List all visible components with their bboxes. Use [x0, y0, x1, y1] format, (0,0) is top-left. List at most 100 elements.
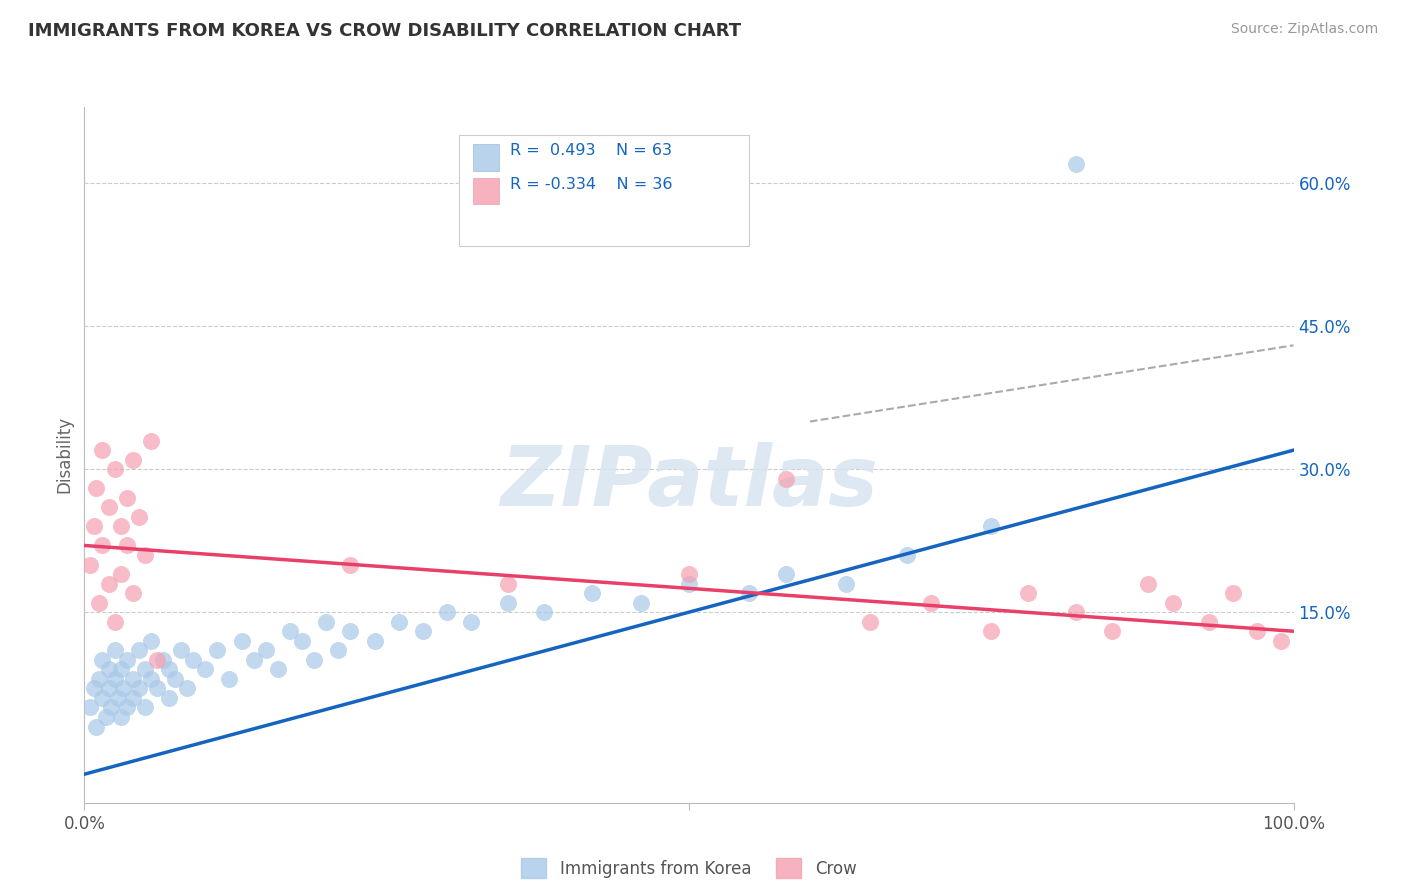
Point — [87, 672, 110, 686]
Point — [254, 643, 277, 657]
Point — [110, 662, 132, 676]
Point — [1017, 586, 1039, 600]
Point — [328, 643, 350, 657]
Text: R =  0.493    N = 63: R = 0.493 N = 63 — [510, 143, 672, 158]
Point — [1222, 586, 1244, 600]
Point — [388, 615, 411, 629]
Point — [315, 615, 337, 629]
Point — [79, 700, 101, 714]
Point — [207, 643, 229, 657]
Point — [157, 662, 180, 676]
Point — [859, 615, 882, 629]
Point — [157, 690, 180, 705]
Point — [110, 567, 132, 582]
Point — [1064, 157, 1087, 171]
Point — [980, 519, 1002, 533]
Point — [181, 653, 204, 667]
Point — [1161, 596, 1184, 610]
Point — [97, 576, 120, 591]
Point — [678, 576, 700, 591]
Point — [134, 662, 156, 676]
Point — [104, 615, 127, 629]
Point — [980, 624, 1002, 639]
Point — [278, 624, 301, 639]
Point — [115, 491, 138, 505]
Point — [104, 672, 127, 686]
Text: ZIPatlas: ZIPatlas — [501, 442, 877, 524]
Point — [97, 681, 120, 696]
Point — [533, 605, 555, 619]
Point — [291, 633, 314, 648]
Point — [412, 624, 434, 639]
Point — [1064, 605, 1087, 619]
Point — [100, 700, 122, 714]
Point — [835, 576, 858, 591]
Point — [79, 558, 101, 572]
Point — [1101, 624, 1123, 639]
Point — [267, 662, 290, 676]
Point — [231, 633, 253, 648]
Point — [112, 681, 135, 696]
Point — [107, 690, 129, 705]
Point — [87, 596, 110, 610]
Point — [134, 548, 156, 562]
Point — [176, 681, 198, 696]
Point — [170, 643, 193, 657]
Point — [121, 690, 143, 705]
Point — [165, 672, 187, 686]
Point — [146, 681, 169, 696]
Point — [339, 624, 361, 639]
Point — [146, 653, 169, 667]
Text: IMMIGRANTS FROM KOREA VS CROW DISABILITY CORRELATION CHART: IMMIGRANTS FROM KOREA VS CROW DISABILITY… — [28, 22, 741, 40]
Point — [194, 662, 217, 676]
Point — [218, 672, 240, 686]
Point — [110, 710, 132, 724]
Point — [91, 539, 114, 553]
Point — [139, 434, 162, 448]
Point — [128, 681, 150, 696]
Point — [86, 481, 108, 495]
Point — [139, 633, 162, 648]
Point — [91, 653, 114, 667]
Point — [97, 662, 120, 676]
Point — [121, 452, 143, 467]
Point — [775, 567, 797, 582]
Point — [115, 700, 138, 714]
Point — [86, 720, 108, 734]
Point — [94, 710, 117, 724]
Point — [496, 596, 519, 610]
Point — [97, 500, 120, 515]
Point — [775, 472, 797, 486]
Text: R = -0.334    N = 36: R = -0.334 N = 36 — [510, 177, 672, 192]
Point — [242, 653, 264, 667]
Point — [115, 539, 138, 553]
Point — [121, 586, 143, 600]
Point — [896, 548, 918, 562]
Point — [339, 558, 361, 572]
Y-axis label: Disability: Disability — [55, 417, 73, 493]
Point — [581, 586, 603, 600]
Point — [128, 509, 150, 524]
Point — [1270, 633, 1292, 648]
Point — [139, 672, 162, 686]
Point — [134, 700, 156, 714]
Point — [436, 605, 458, 619]
Point — [104, 643, 127, 657]
Point — [115, 653, 138, 667]
Point — [91, 690, 114, 705]
Point — [91, 443, 114, 458]
Point — [128, 643, 150, 657]
Point — [152, 653, 174, 667]
Legend: Immigrants from Korea, Crow: Immigrants from Korea, Crow — [515, 851, 863, 885]
Point — [83, 681, 105, 696]
Point — [630, 596, 652, 610]
Point — [1137, 576, 1160, 591]
Point — [302, 653, 325, 667]
Point — [920, 596, 942, 610]
Point — [496, 576, 519, 591]
Point — [110, 519, 132, 533]
Point — [678, 567, 700, 582]
Point — [104, 462, 127, 476]
Point — [363, 633, 385, 648]
Point — [738, 586, 761, 600]
